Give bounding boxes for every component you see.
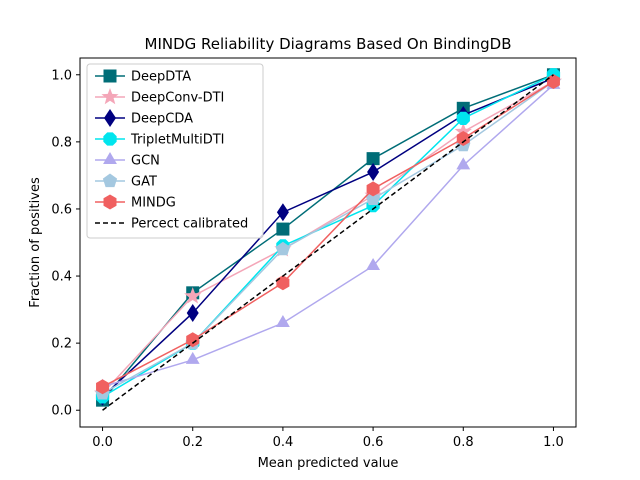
data-point-gat: [365, 191, 381, 205]
data-point-gat: [275, 241, 291, 256]
ticks-layer: 0.0 0.2 0.4 0.6 0.8 1.0 0.0 0.2 0.4 0.6 0.8 1.0: [51, 68, 563, 450]
legend-label: TripletMultiDTI: [130, 133, 225, 148]
legend-item-deepconv-dti: DeepConv-DTI: [95, 88, 224, 106]
legend-item-deepdta: DeepDTA: [95, 69, 191, 85]
data-point-gcn: [456, 157, 471, 170]
legend-marker: [101, 88, 119, 105]
y-tick-label: 0.2: [51, 337, 72, 352]
y-tick-label: 0.6: [51, 202, 72, 217]
data-point-deepconv-dti: [184, 287, 202, 304]
y-tick-label: 1.0: [51, 68, 72, 83]
legend-marker: [103, 69, 117, 83]
x-tick-label: 0.2: [182, 435, 203, 450]
y-tick-label: 0.0: [51, 404, 72, 419]
data-point-mindg: [96, 379, 110, 395]
legend-marker: [104, 109, 116, 127]
y-axis-label: Fraction of positives: [28, 177, 43, 308]
legend-label: DeepDTA: [131, 70, 191, 85]
data-point-deepcda: [367, 163, 380, 182]
data-point-deepconv-dti: [454, 122, 472, 140]
series-line-percect-calibrated: [102, 74, 554, 411]
data-point-deepdta: [276, 222, 290, 236]
data-point-deepdta: [366, 152, 380, 166]
data-point-gcn: [185, 351, 200, 364]
x-tick-label: 0.4: [273, 435, 294, 450]
x-tick-label: 1.0: [543, 435, 564, 450]
legend-label: GCN: [131, 154, 160, 169]
legend-marker: [103, 152, 117, 164]
legend-box: [86, 63, 264, 239]
series-line-mindg: [102, 80, 554, 388]
data-point-mindg: [546, 73, 560, 89]
legend-marker: [102, 173, 118, 188]
legend-item-tripletmultidti: TripletMultiDTI: [95, 132, 225, 148]
y-tick-label: 0.8: [51, 135, 72, 150]
x-tick-label: 0.8: [453, 435, 474, 450]
legend-item-mindg: MINDG: [95, 194, 176, 211]
legend-item-gat: GAT: [95, 173, 157, 190]
x-tick-label: 0.0: [92, 435, 113, 450]
legend-label: MINDG: [131, 196, 176, 211]
series-line-deepdta: [101, 74, 554, 401]
legend-label: GAT: [131, 175, 157, 190]
legend: DeepDTA DeepConv-DTI DeepCDA TripletMultiDT…: [86, 63, 264, 239]
data-point-deepcda: [276, 203, 289, 222]
legend-marker: [103, 132, 117, 146]
legend-item-percect-calibrated: Percect calibrated: [95, 217, 248, 232]
data-point-gcn: [366, 257, 381, 270]
legend-item-gcn: GCN: [95, 152, 160, 169]
series-percect-calibrated: [102, 74, 554, 411]
series-line-gcn: [102, 84, 554, 388]
legend-marker: [103, 194, 117, 210]
data-point-mindg: [186, 332, 200, 348]
plot-frame: [79, 57, 577, 428]
data-point-gcn: [275, 315, 290, 328]
series-mindg: [96, 73, 560, 395]
chart-title: MINDG Reliability Diagrams Based On Bind…: [145, 35, 512, 53]
legend-label: DeepCDA: [131, 112, 193, 127]
legend-label: Percect calibrated: [131, 217, 248, 232]
legend-label: DeepConv-DTI: [131, 91, 224, 106]
data-point-mindg: [366, 181, 380, 197]
series-line-gat: [102, 80, 554, 395]
x-axis-label: Mean predicted value: [258, 456, 399, 471]
data-point-mindg: [456, 131, 470, 147]
series-line-deepconv-dti: [101, 80, 554, 394]
series-layer: [93, 68, 563, 411]
x-tick-label: 0.6: [363, 435, 384, 450]
data-point-deepcda: [186, 303, 199, 322]
y-tick-label: 0.4: [51, 270, 72, 285]
legend-item-deepcda: DeepCDA: [95, 109, 193, 127]
series-line-deepcda: [102, 77, 554, 398]
data-point-tripletmultidti: [456, 111, 470, 126]
